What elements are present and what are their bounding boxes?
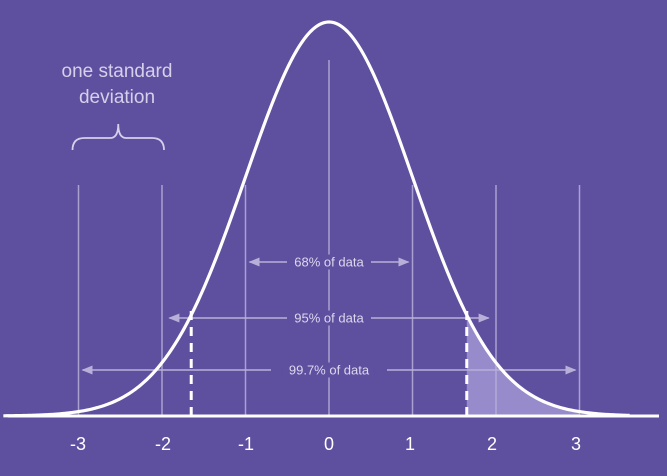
tick-label-1: 1: [404, 434, 416, 454]
tick-label-neg3: -3: [69, 434, 87, 454]
range-label-99-7: 99.7% of data: [282, 362, 376, 378]
sd-annotation-line1: one standard: [61, 61, 173, 82]
tick-label-2: 2: [486, 434, 498, 454]
range-label-68: 68% of data: [288, 254, 370, 270]
sd-annotation-line2: deviation: [78, 87, 156, 108]
sd-brace: [71, 123, 165, 151]
tick-label-neg1: -1: [237, 434, 255, 454]
range-label-95: 95% of data: [288, 310, 370, 326]
normal-curve: [3, 20, 630, 418]
tick-label-3: 3: [570, 434, 582, 454]
tick-label-neg2: -2: [154, 434, 172, 454]
shaded-tail-area: [466, 315, 580, 416]
tick-label-0: 0: [323, 434, 335, 454]
